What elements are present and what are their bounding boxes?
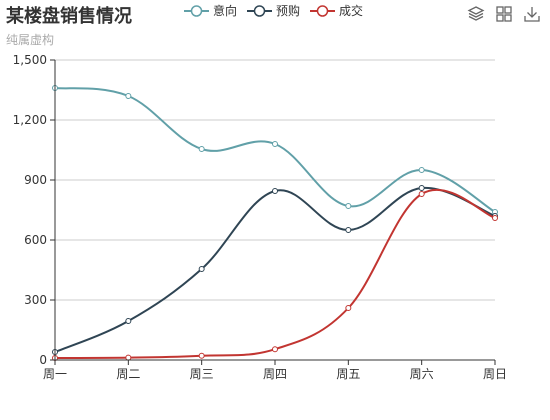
legend-swatch-icon: [310, 4, 336, 17]
data-point[interactable]: [198, 352, 205, 359]
y-tick-label: 300: [24, 293, 47, 307]
data-point[interactable]: [125, 354, 132, 361]
data-point[interactable]: [418, 185, 425, 191]
y-tick-label: 0: [39, 353, 47, 367]
data-point[interactable]: [272, 141, 278, 147]
data-point[interactable]: [125, 93, 132, 99]
data-point[interactable]: [345, 227, 352, 233]
legend-label: 预购: [276, 4, 301, 18]
x-tick-label: 周日: [483, 367, 507, 381]
legend-label: 成交: [339, 4, 364, 18]
y-tick-label: 1,200: [13, 113, 47, 127]
x-tick-label: 周四: [263, 367, 287, 381]
legend-item[interactable]: 成交: [310, 2, 363, 19]
legend-label: 意向: [213, 4, 238, 18]
legend-swatch-icon: [247, 4, 273, 17]
data-point[interactable]: [418, 191, 425, 197]
y-tick-label: 900: [24, 173, 47, 187]
legend-swatch-icon: [184, 4, 209, 17]
data-point[interactable]: [272, 346, 278, 353]
x-tick-label: 周六: [410, 367, 434, 381]
download-icon[interactable]: [522, 4, 542, 24]
data-point[interactable]: [418, 167, 425, 173]
x-tick-label: 周三: [190, 367, 214, 381]
data-point[interactable]: [272, 188, 278, 194]
data-point[interactable]: [125, 318, 132, 324]
data-point[interactable]: [198, 266, 205, 272]
x-tick-label: 周一: [43, 367, 67, 381]
series-group: [52, 85, 498, 361]
x-tick-label: 周五: [336, 367, 360, 381]
grid-lines: [55, 59, 495, 301]
chart-subtitle: 纯属虚构: [6, 33, 55, 47]
axes: 0 300 600 900 1,200 1,500 周一 周二 周三 周四 周五 周六 周日: [13, 53, 507, 381]
legend-item[interactable]: 预购: [247, 2, 300, 19]
y-tick-label: 600: [24, 233, 47, 247]
y-tick-label: 1,500: [13, 53, 47, 67]
data-point[interactable]: [198, 146, 205, 152]
x-tick-label: 周二: [116, 367, 140, 381]
toolbox: [466, 4, 542, 24]
stack-icon[interactable]: [466, 4, 486, 24]
chart-title: 某楼盘销售情况: [6, 6, 132, 27]
legend: 意向 预购 成交: [184, 2, 363, 19]
legend-item[interactable]: 意向: [184, 2, 237, 19]
series-line: [54, 186, 496, 353]
grid-icon[interactable]: [494, 4, 514, 24]
data-point[interactable]: [345, 305, 352, 311]
data-point[interactable]: [492, 215, 498, 221]
series-line: [54, 188, 496, 359]
data-point[interactable]: [345, 203, 352, 209]
